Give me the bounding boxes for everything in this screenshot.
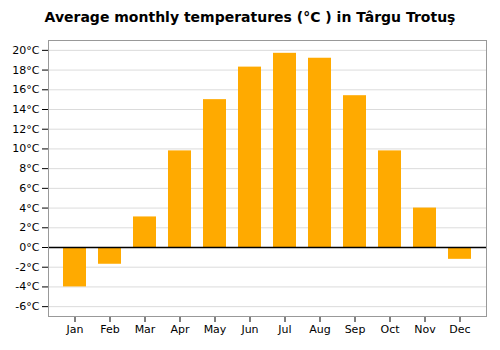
svg-text:Feb: Feb (100, 323, 119, 336)
svg-text:14°C: 14°C (12, 103, 39, 116)
svg-text:Aug: Aug (309, 323, 330, 336)
svg-text:-6°C: -6°C (15, 300, 39, 313)
svg-text:0°C: 0°C (19, 241, 39, 254)
html-text:Average monthly temperatures (: Average monthly temperatures (°C ) in Tâ… (44, 9, 456, 25)
svg-text:Dec: Dec (449, 323, 470, 336)
svg-text:20°C: 20°C (12, 44, 39, 57)
svg-text:Jun: Jun (240, 323, 258, 336)
svg-text:Nov: Nov (414, 323, 436, 336)
svg-text:Jul: Jul (277, 323, 291, 336)
svg-text:4°C: 4°C (19, 202, 39, 215)
svg-text:May: May (204, 323, 227, 336)
svg-text:16°C: 16°C (12, 83, 39, 96)
svg-text:18°C: 18°C (12, 64, 39, 77)
svg-text:2°C: 2°C (19, 221, 39, 234)
svg-text:Apr: Apr (170, 323, 190, 336)
svg-text:Oct: Oct (380, 323, 400, 336)
svg-text:Sep: Sep (345, 323, 366, 336)
svg-text:8°C: 8°C (19, 162, 39, 175)
svg-text:10°C: 10°C (12, 142, 39, 155)
svg-text:Jan: Jan (66, 323, 84, 336)
svg-text:12°C: 12°C (12, 123, 39, 136)
svg-text:-4°C: -4°C (15, 280, 39, 293)
svg-text:-2°C: -2°C (15, 261, 39, 274)
svg-text:6°C: 6°C (19, 182, 39, 195)
svg-text:Mar: Mar (135, 323, 156, 336)
